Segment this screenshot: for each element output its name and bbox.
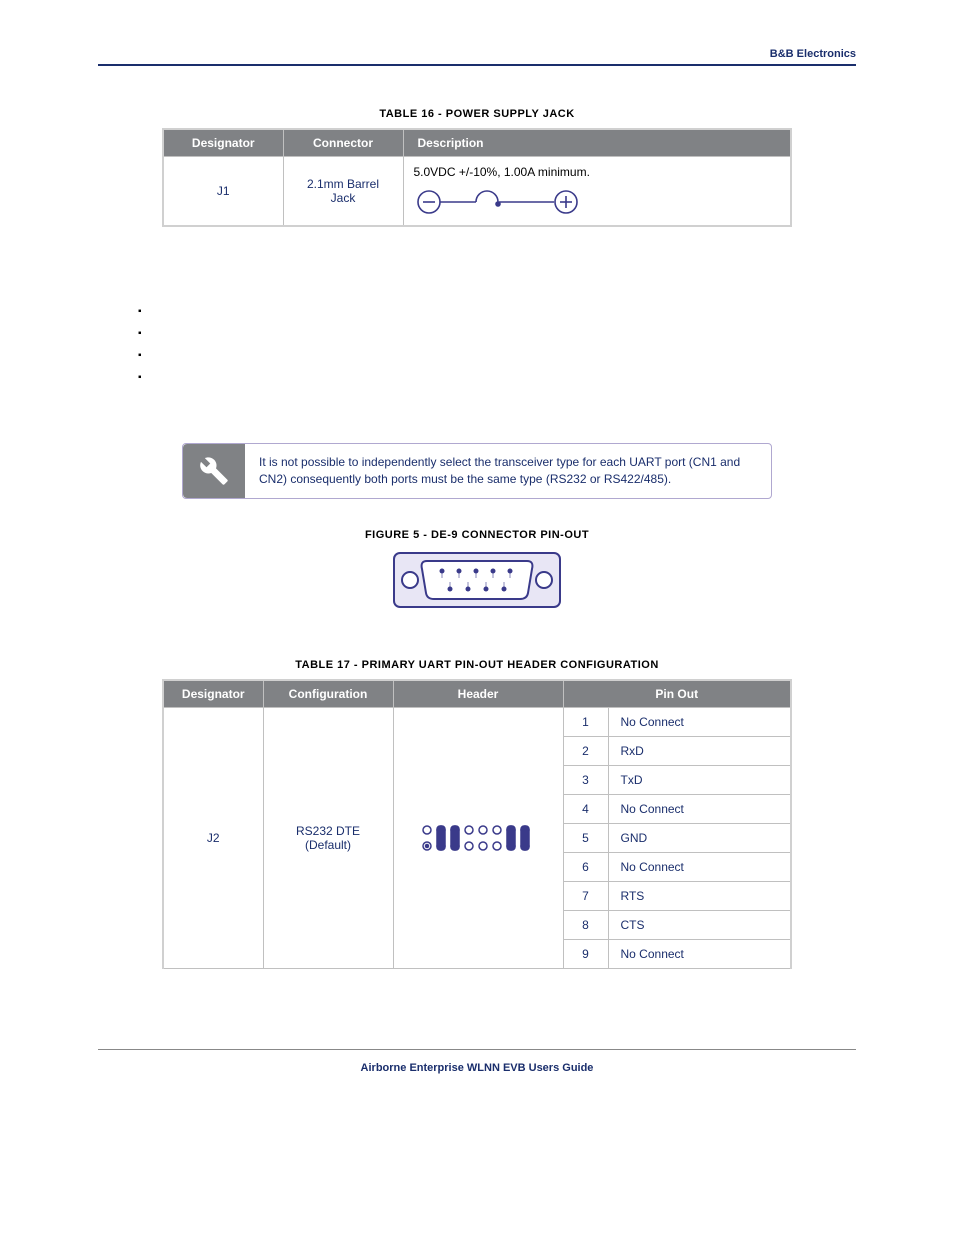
bullet-item: ▪ <box>138 351 856 361</box>
table17-caption: TABLE 17 - PRIMARY UART PIN-OUT HEADER C… <box>98 659 856 671</box>
table16-caption: TABLE 16 - POWER SUPPLY JACK <box>98 108 856 120</box>
pin-name: No Connect <box>608 939 791 968</box>
note-text: It is not possible to independently sele… <box>245 444 771 498</box>
barrel-jack-diagram <box>414 187 594 217</box>
figure5-caption: FIGURE 5 - DE-9 CONNECTOR PIN-OUT <box>98 529 856 541</box>
note-box: It is not possible to independently sele… <box>182 443 772 499</box>
table17-col-configuration: Configuration <box>263 680 393 708</box>
pin-num: 3 <box>563 765 608 794</box>
wrench-icon <box>199 456 229 486</box>
pin-name: RxD <box>608 736 791 765</box>
pin-num: 9 <box>563 939 608 968</box>
cell-connector: 2.1mm Barrel Jack <box>283 157 403 227</box>
pin-name: No Connect <box>608 707 791 736</box>
note-icon-cell <box>183 444 245 498</box>
de9-connector-diagram <box>392 551 562 609</box>
pin-name: TxD <box>608 765 791 794</box>
bullet-item: ▪ <box>138 373 856 383</box>
table16-col-description: Description <box>403 129 791 157</box>
pin-name: GND <box>608 823 791 852</box>
table-row: J2 RS232 DTE (Default) <box>163 707 791 736</box>
cell-header-diagram <box>393 707 563 968</box>
bullet-item: ▪ <box>138 307 856 317</box>
pin-num: 6 <box>563 852 608 881</box>
jumper-header-diagram <box>413 820 543 856</box>
pin-num: 1 <box>563 707 608 736</box>
pin-num: 8 <box>563 910 608 939</box>
pin-name: No Connect <box>608 852 791 881</box>
table16-col-connector: Connector <box>283 129 403 157</box>
table17: Designator Configuration Header Pin Out … <box>162 679 792 969</box>
bullet-list: ▪ ▪ ▪ ▪ <box>138 307 856 383</box>
header-rule <box>98 64 856 66</box>
table16-col-designator: Designator <box>163 129 283 157</box>
cell-description: 5.0VDC +/-10%, 1.00A minimum. <box>403 157 791 227</box>
table16: Designator Connector Description J1 2.1m… <box>162 128 792 227</box>
footer-rule <box>98 1049 856 1050</box>
table17-col-designator: Designator <box>163 680 263 708</box>
pin-num: 5 <box>563 823 608 852</box>
pin-num: 4 <box>563 794 608 823</box>
bullet-item: ▪ <box>138 329 856 339</box>
table17-col-pinout: Pin Out <box>563 680 791 708</box>
pin-num: 2 <box>563 736 608 765</box>
footer-text: Airborne Enterprise WLNN EVB Users Guide <box>98 1062 856 1074</box>
cell-configuration: RS232 DTE (Default) <box>263 707 393 968</box>
table17-col-header: Header <box>393 680 563 708</box>
pin-name: CTS <box>608 910 791 939</box>
description-text: 5.0VDC +/-10%, 1.00A minimum. <box>414 165 781 179</box>
cell-designator: J1 <box>163 157 283 227</box>
cell-designator: J2 <box>163 707 263 968</box>
brand-header: B&B Electronics <box>98 48 856 60</box>
pin-num: 7 <box>563 881 608 910</box>
table-row: J1 2.1mm Barrel Jack 5.0VDC +/-10%, 1.00… <box>163 157 791 227</box>
pin-name: RTS <box>608 881 791 910</box>
pin-name: No Connect <box>608 794 791 823</box>
